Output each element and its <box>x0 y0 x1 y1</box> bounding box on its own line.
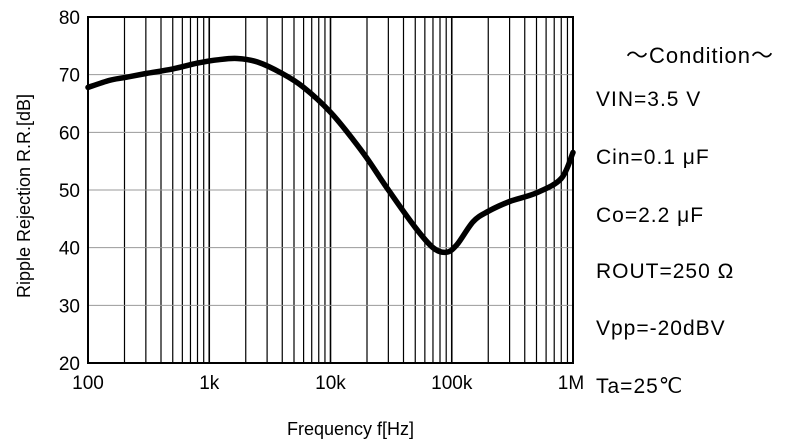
y-tick-label: 40 <box>59 239 80 260</box>
x-tick-label: 100 <box>72 373 104 394</box>
x-tick-label: 10k <box>315 373 346 394</box>
x-tick-label: 1M <box>558 373 584 394</box>
condition-vin: VIN=3.5 V <box>596 88 702 111</box>
y-tick-label: 30 <box>59 296 80 317</box>
condition-co: Co=2.2 μF <box>596 204 705 227</box>
condition-cin: Cin=0.1 μF <box>596 146 710 169</box>
plot-frame <box>87 16 574 364</box>
x-tick-label: 1k <box>199 373 220 394</box>
y-tick-label: 20 <box>59 354 80 375</box>
y-tick-labels: 20 30 40 50 60 70 80 <box>59 8 80 375</box>
condition-rout: ROUT=250 Ω <box>596 260 735 283</box>
y-axis-label: Ripple Rejection R.R.[dB] <box>14 94 34 298</box>
y-tick-label: 80 <box>59 8 80 29</box>
y-tick-label: 50 <box>59 181 80 202</box>
x-tick-labels: 100 1k 10k 100k 1M <box>72 373 584 394</box>
series-line-ripple-rejection <box>85 55 576 256</box>
condition-ta: Ta=25℃ <box>596 375 684 398</box>
x-tick-label: 100k <box>431 373 473 394</box>
y-tick-label: 60 <box>59 123 80 144</box>
condition-title: ～Condition～ <box>626 43 774 68</box>
x-axis-label: Frequency f[Hz] <box>287 419 414 439</box>
y-tick-label: 70 <box>59 66 80 87</box>
condition-vpp: Vpp=-20dBV <box>596 317 726 340</box>
